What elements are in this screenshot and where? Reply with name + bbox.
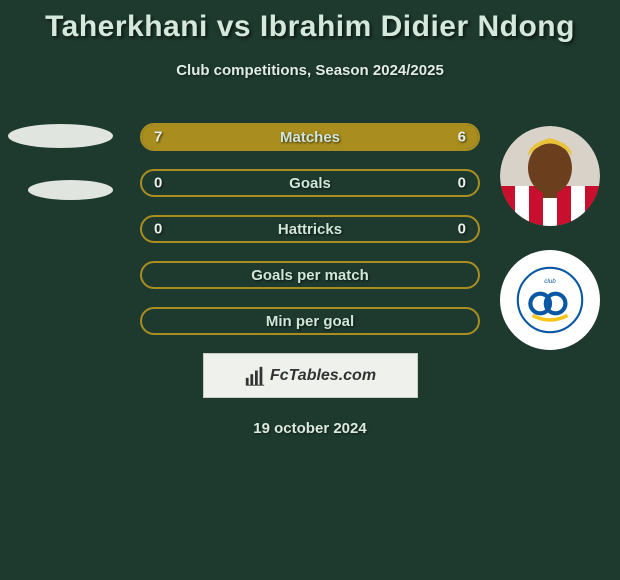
page-title: Taherkhani vs Ibrahim Didier Ndong — [0, 0, 620, 44]
stat-value-left: 0 — [154, 175, 162, 192]
stat-pill: Goals per match — [140, 261, 480, 289]
stat-label: Matches — [280, 129, 340, 146]
stat-value-right: 0 — [458, 221, 466, 238]
stat-row: Matches 7 6 — [140, 123, 480, 151]
stat-row: Goals 0 0 — [140, 169, 480, 197]
stat-pill: Min per goal — [140, 307, 480, 335]
stat-label: Goals per match — [251, 267, 369, 284]
stat-pill: Hattricks 0 0 — [140, 215, 480, 243]
stat-value-left: 7 — [154, 129, 162, 146]
stat-row: Hattricks 0 0 — [140, 215, 480, 243]
stats-container: Matches 7 6 Goals 0 0 Hattricks 0 0 Goals per mat… — [0, 123, 620, 335]
stat-pill: Matches 7 6 — [140, 123, 480, 151]
date-label: 19 october 2024 — [0, 420, 620, 437]
stat-fill-right — [323, 125, 478, 149]
stat-row: Min per goal — [140, 307, 480, 335]
watermark-text: FcTables.com — [270, 367, 376, 385]
stat-label: Hattricks — [278, 221, 342, 238]
stat-value-right: 0 — [458, 175, 466, 192]
stat-pill: Goals 0 0 — [140, 169, 480, 197]
stat-row: Goals per match — [140, 261, 480, 289]
subtitle: Club competitions, Season 2024/2025 — [0, 62, 620, 79]
stat-label: Min per goal — [266, 313, 354, 330]
stat-label: Goals — [289, 175, 331, 192]
stat-value-right: 6 — [458, 129, 466, 146]
watermark: FcTables.com — [203, 353, 418, 398]
bar-chart-icon — [244, 365, 266, 387]
stat-value-left: 0 — [154, 221, 162, 238]
